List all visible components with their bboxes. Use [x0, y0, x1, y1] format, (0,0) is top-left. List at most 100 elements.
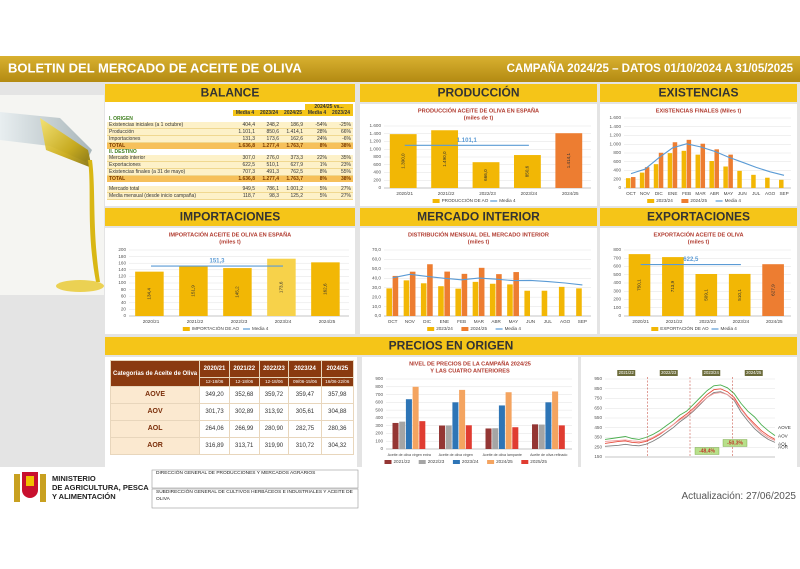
chart-title: NIVEL DE PRECIOS DE LA CAMPAÑA 2024/25: [409, 360, 531, 367]
bar: [524, 290, 531, 316]
table-value: 98,3: [257, 192, 281, 200]
price-value: 305,61: [288, 403, 322, 421]
value-label: 1.390,0: [400, 153, 405, 169]
row-label: Producción: [107, 128, 233, 136]
x-tick-label: Aceite de oliva lampante: [483, 453, 522, 457]
bar: [389, 134, 417, 188]
table-value: -54%: [305, 122, 329, 129]
price-value: 264,06: [199, 420, 230, 438]
column-header: Media 4: [233, 110, 257, 116]
y-tick-label: 800: [373, 154, 381, 159]
price-category: AOR: [109, 437, 201, 455]
price-value: 304,88: [320, 403, 355, 421]
x-tick-label: DIC: [655, 191, 664, 196]
table-row: Importaciones 131,3 173,6 162,6 24% -6%: [107, 135, 353, 143]
table-value: 186,9: [281, 122, 305, 129]
table-value: 1.636,8: [233, 175, 257, 182]
chart-subtitle: (miles t): [688, 239, 710, 245]
legend-label: Media 4: [499, 198, 516, 203]
y-tick-label: 0: [618, 313, 621, 318]
shield-quarter: [26, 476, 34, 486]
table-value: 762,5: [281, 168, 305, 176]
coat-of-arms: [14, 472, 46, 502]
price-value: 302,89: [228, 403, 260, 421]
table-value: 8%: [305, 168, 329, 176]
row-label: Mercado interior: [107, 155, 233, 162]
table-row: Existencias finales (a 31 de mayo) 707,3 4…: [107, 168, 353, 176]
table-row: Media 4 2023/24 2024/25 Media 4 2023/24: [107, 110, 353, 116]
table-value: 622,5: [233, 161, 257, 169]
table-value: 1.636,8: [233, 142, 257, 149]
table-value: 24%: [305, 135, 329, 143]
bar: [765, 177, 770, 188]
x-tick-label: MAR: [695, 191, 706, 196]
legend-label: Media 4: [252, 326, 269, 331]
row-label: TOTAL: [107, 142, 233, 149]
subdirectorate-box: [151, 488, 359, 509]
legend-label: AOV: [778, 434, 789, 439]
annotation-box: [694, 447, 720, 455]
bar: [419, 421, 426, 449]
y-tick-label: 0,0: [375, 313, 382, 318]
x-tick-label: 2023/24: [733, 319, 750, 324]
legend-label: 2023/24: [436, 326, 453, 331]
footer-background: [0, 467, 800, 512]
bar: [472, 281, 479, 316]
group-heading: I. ORIGEN: [109, 116, 133, 122]
bar: [625, 178, 631, 188]
section-title: BALANCE: [201, 86, 260, 100]
table-row: TOTAL 1.636,8 1.277,4 1.763,7 8% 38%: [107, 142, 353, 149]
price-value: 280,36: [320, 420, 355, 438]
section-title: PRECIOS EN ORIGEN: [389, 339, 514, 353]
y-tick-label: 650: [594, 405, 602, 410]
bar: [403, 280, 410, 316]
y-tick-label: 450: [594, 425, 602, 430]
y-tick-label: 140: [118, 267, 126, 272]
legend-swatch: [681, 199, 689, 203]
y-tick-label: 40,0: [372, 276, 381, 281]
price-value: 301,73: [199, 403, 230, 421]
campaign-badge: [659, 370, 678, 376]
price-value: 359,47: [288, 386, 322, 404]
table-row: AOV 301,73 302,89 313,92 305,61 304,88: [109, 403, 355, 421]
table-value: 55%: [329, 168, 353, 176]
column-header: 2023/24: [329, 110, 353, 116]
x-tick-label: NOV: [640, 191, 651, 196]
bar: [512, 427, 519, 449]
price-value: 349,20: [199, 386, 230, 404]
legend-label: 2023/24: [656, 198, 673, 203]
section-title: PRODUCCIÓN: [437, 85, 519, 100]
chart-title: PRODUCCIÓN ACEITE DE OLIVA EN ESPAÑA: [418, 106, 539, 114]
x-tick-label: Aceite de oliva virgen extra: [388, 453, 431, 457]
campaign-label: 2022/23: [661, 370, 677, 375]
legend-label: Media 4: [721, 326, 738, 331]
bar: [459, 389, 466, 449]
table-value: 125,2: [281, 192, 305, 200]
price-value: 280,90: [258, 420, 290, 438]
y-tick-label: 0: [380, 446, 383, 451]
legend-swatch: [647, 199, 655, 203]
table-value: 118,7: [233, 192, 257, 200]
subdirectorate: SUBDIRECCIÓN GENERAL DE CULTIVOS HERBÁCE…: [156, 490, 353, 502]
bar: [644, 167, 650, 188]
y-tick-label: 1.000: [370, 146, 382, 151]
bar: [472, 162, 500, 188]
chart-subtitle: (miles t): [468, 239, 490, 245]
x-tick-label: Aceite de oliva refinado: [530, 453, 567, 457]
table-value: 35%: [329, 155, 353, 162]
bar: [714, 149, 719, 188]
x-tick-label: 2024/25: [562, 191, 579, 196]
legend-label: Media 4: [505, 326, 522, 331]
value-label: 666,0: [483, 169, 488, 181]
table-value: 38%: [329, 142, 353, 149]
legend-label: 2025/25: [530, 459, 547, 464]
y-tick-label: 60: [121, 293, 127, 298]
x-tick-label: AGO: [765, 191, 776, 196]
table-value: 66%: [329, 128, 353, 136]
y-tick-label: 200: [613, 176, 621, 181]
bar: [507, 284, 513, 316]
line-label: 622,5: [683, 257, 699, 263]
price-value: 359,72: [258, 386, 290, 404]
table-value: 27%: [329, 192, 353, 200]
